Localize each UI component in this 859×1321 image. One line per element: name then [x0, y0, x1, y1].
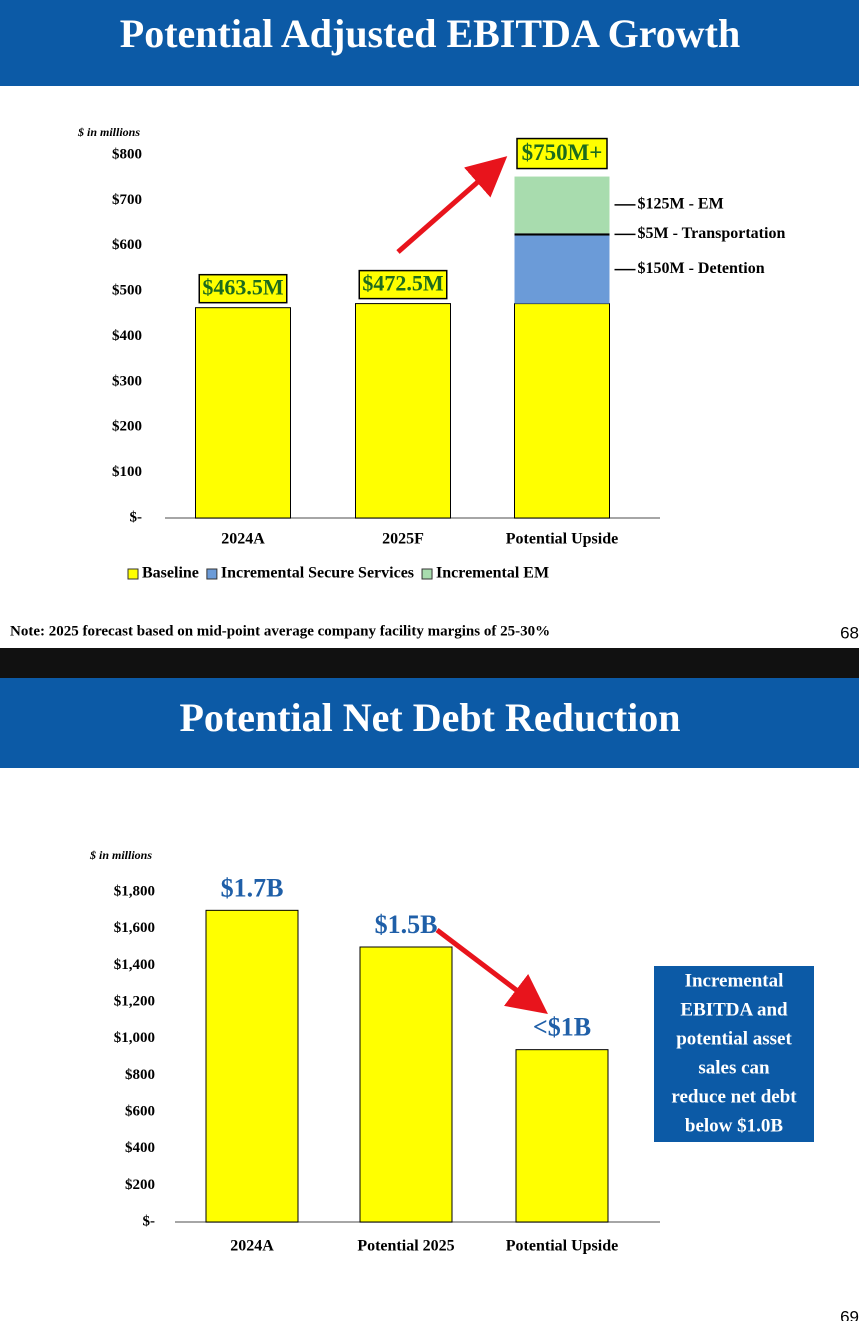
callout-text: below $1.0B — [685, 1115, 784, 1136]
callout-text: Incremental — [685, 970, 784, 991]
arrow — [435, 928, 548, 1015]
y-tick-label: $500 — [112, 283, 142, 299]
value-label: $125M - EM — [638, 196, 724, 213]
bar-segment — [514, 235, 610, 304]
header-band — [0, 678, 859, 768]
x-tick-label: 2024A — [230, 1238, 274, 1255]
y-axis-label: $ in millions — [77, 125, 140, 139]
bar — [205, 909, 299, 1223]
y-tick-label: $100 — [112, 464, 142, 480]
bar — [359, 946, 453, 1223]
y-tick-label: $600 — [112, 237, 142, 253]
note: Note: 2025 forecast based on mid-point a… — [10, 623, 550, 639]
legend-swatch — [206, 568, 218, 580]
legend-label: Incremental EM — [436, 565, 549, 582]
y-tick-label: $800 — [112, 146, 142, 162]
y-tick-label: $- — [130, 509, 143, 525]
y-tick-label: $1,800 — [114, 883, 155, 899]
legend-swatch — [127, 568, 139, 580]
annotation-box — [516, 137, 608, 170]
legend-swatch — [421, 568, 433, 580]
slide-title: Potential Net Debt Reduction — [179, 695, 680, 740]
value-label: $472.5M — [362, 271, 444, 296]
bar — [515, 1049, 609, 1223]
value-label: $150M - Detention — [638, 260, 765, 277]
legend-label: Baseline — [142, 565, 199, 582]
legend-label: Incremental Secure Services — [221, 565, 414, 582]
callout-text: reduce net debt — [671, 1086, 797, 1107]
y-tick-label: $200 — [112, 419, 142, 435]
value-label: $1.5B — [375, 910, 438, 939]
y-tick-label: $1,600 — [114, 920, 155, 936]
y-tick-label: $1,400 — [114, 957, 155, 973]
bar-segment — [514, 176, 610, 234]
y-tick-label: $- — [143, 1213, 156, 1229]
callout-text: sales can — [698, 1057, 770, 1078]
page-number: 69 — [840, 1307, 859, 1321]
value-label: $1.7B — [221, 873, 284, 902]
y-tick-label: $200 — [125, 1177, 155, 1193]
arrow — [396, 156, 508, 254]
divider — [0, 648, 859, 678]
y-axis-label: $ in millions — [89, 848, 152, 862]
value-label: $463.5M — [202, 275, 284, 300]
x-tick-label: Potential Upside — [506, 531, 618, 548]
y-tick-label: $1,200 — [114, 993, 155, 1009]
page-number: 68 — [840, 623, 859, 642]
slide-title: Potential Adjusted EBITDA Growth — [120, 11, 740, 56]
x-tick-label: Potential 2025 — [357, 1238, 454, 1255]
callout-text: EBITDA and — [680, 999, 788, 1020]
x-tick-label: 2024A — [221, 531, 265, 548]
bar-segment — [514, 303, 610, 519]
header-band — [0, 0, 859, 86]
y-tick-label: $400 — [125, 1140, 155, 1156]
value-label: $5M - Transportation — [638, 225, 786, 242]
bar-segment — [514, 233, 610, 236]
value-label-box — [198, 273, 288, 304]
callout-text: potential asset — [676, 1028, 792, 1049]
y-tick-label: $400 — [112, 328, 142, 344]
bar-segment — [195, 307, 291, 519]
callout-box — [652, 964, 816, 1144]
y-tick-label: $300 — [112, 373, 142, 389]
bar-segment — [355, 303, 451, 519]
value-label: <$1B — [533, 1013, 591, 1042]
y-tick-label: $1,000 — [114, 1030, 155, 1046]
y-tick-label: $700 — [112, 192, 142, 208]
y-tick-label: $600 — [125, 1103, 155, 1119]
y-tick-label: $800 — [125, 1067, 155, 1083]
x-tick-label: 2025F — [382, 531, 424, 548]
value-label-box — [358, 269, 448, 300]
x-tick-label: Potential Upside — [506, 1238, 618, 1255]
annotation: $750M+ — [522, 140, 603, 165]
